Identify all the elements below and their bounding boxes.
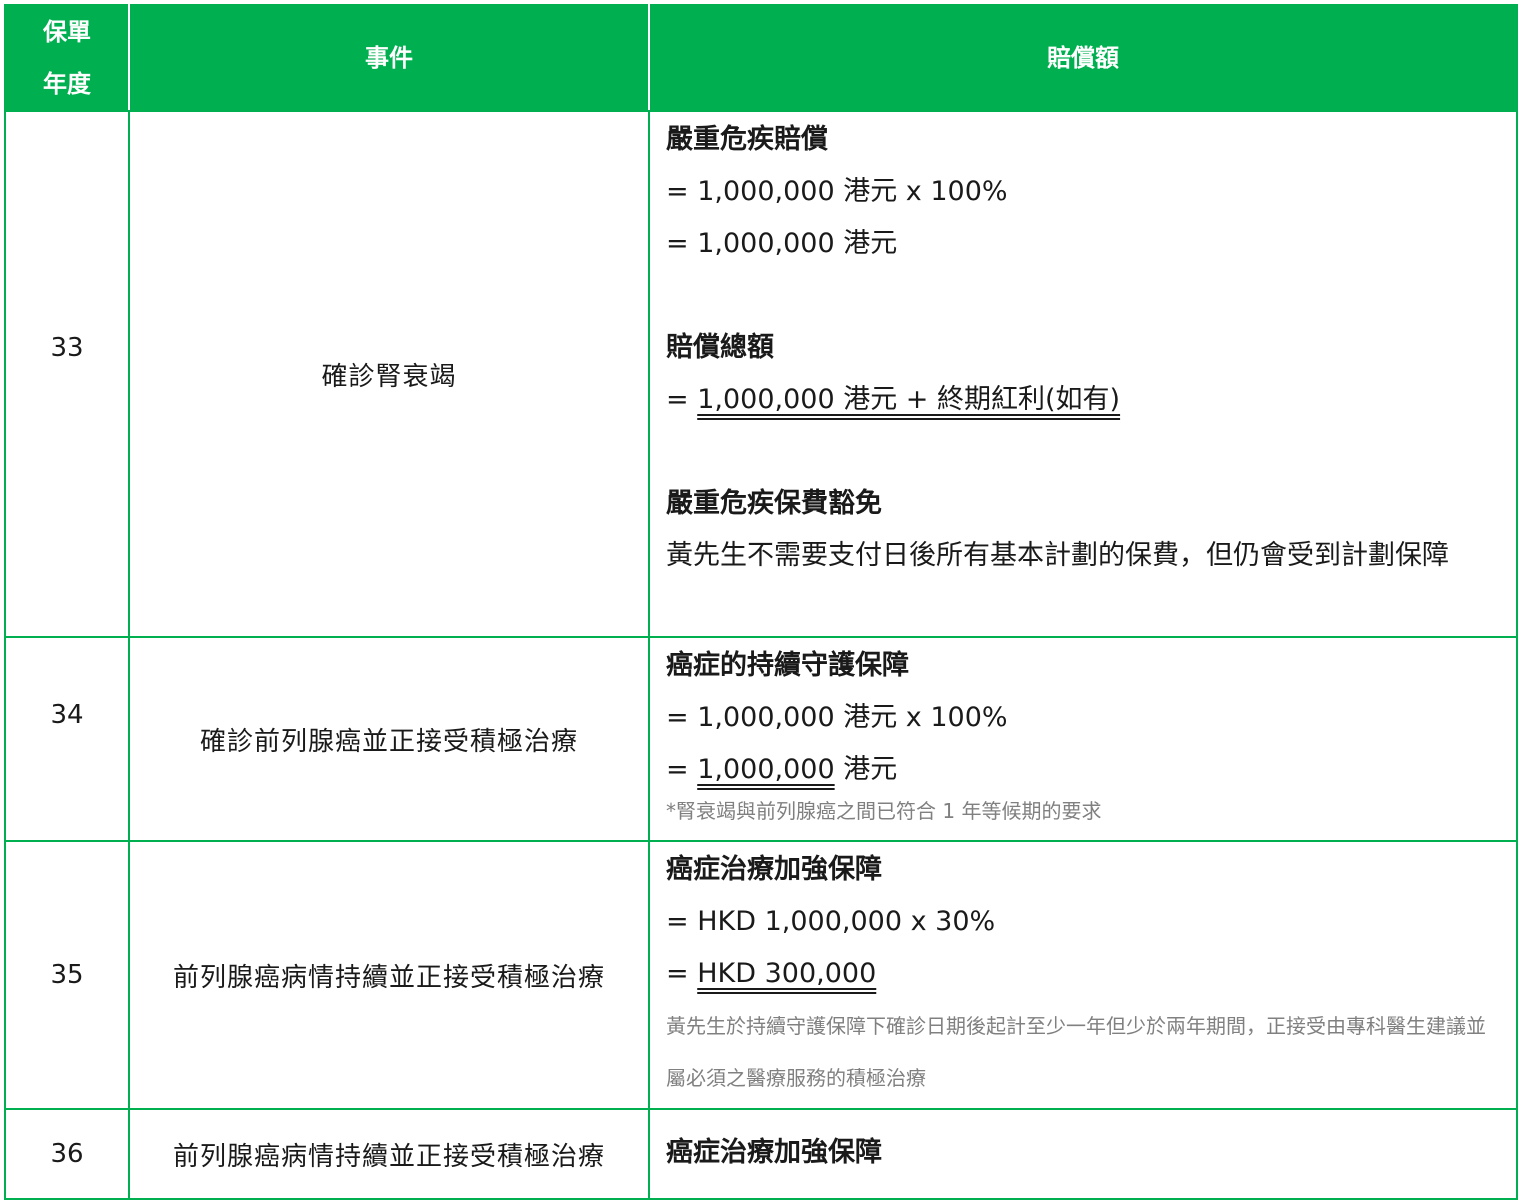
result-value: 1,000,000 (697, 754, 835, 785)
amount-cell: 嚴重危疾賠償 = 1,000,000 港元 x 100% = 1,000,000… (648, 110, 1518, 638)
result-prefix: = (666, 754, 698, 785)
total-line: = 1,000,000 港元 + 終期紅利(如有) (666, 374, 1502, 426)
event-text: 確診腎衰竭 (321, 361, 457, 392)
event-cell: 確診腎衰竭 (128, 110, 650, 638)
table-row: 34 確診前列腺癌並正接受積極治療 癌症的持續守護保障 = 1,000,000 … (4, 636, 1518, 842)
policy-year-value: 33 (50, 333, 84, 363)
policy-year-value: 36 (50, 1139, 84, 1169)
event-text: 確診前列腺癌並正接受積極治療 (199, 726, 578, 757)
section-title: 癌症治療加強保障 (666, 1137, 882, 1168)
policy-year-cell: 35 (4, 840, 130, 1110)
spacer (666, 270, 1502, 322)
policy-year-value: 35 (50, 960, 84, 990)
event-cell: 前列腺癌病情持續並正接受積極治療 (128, 840, 650, 1110)
header-row: 保單 年度 事件 賠償額 (4, 4, 1518, 112)
section-title: 嚴重危疾賠償 (666, 124, 828, 155)
total-prefix: = (666, 384, 698, 415)
calc-line: = 1,000,000 港元 (666, 228, 898, 259)
policy-year-cell: 34 (4, 636, 130, 842)
table-row: 36 前列腺癌病情持續並正接受積極治療 癌症治療加強保障 (4, 1108, 1518, 1200)
section-title: 賠償總額 (666, 332, 774, 363)
table-row: 35 前列腺癌病情持續並正接受積極治療 癌症治療加強保障 = HKD 1,000… (4, 840, 1518, 1110)
result-suffix: 港元 (834, 754, 898, 785)
amount-cell: 癌症治療加強保障 = HKD 1,000,000 x 30% = HKD 300… (648, 840, 1518, 1110)
total-value: 1,000,000 港元 + 終期紅利(如有) (697, 384, 1121, 415)
header-amount: 賠償額 (648, 4, 1518, 112)
header-policy-year-line1: 保單 (43, 18, 91, 46)
event-cell: 前列腺癌病情持續並正接受積極治療 (128, 1108, 650, 1200)
header-event: 事件 (128, 4, 650, 112)
event-text: 前列腺癌病情持續並正接受積極治療 (172, 1141, 605, 1172)
result-line: = 1,000,000 港元 (666, 744, 1502, 796)
spacer (666, 426, 1502, 478)
result-prefix: = (666, 958, 698, 989)
section-title: 癌症治療加強保障 (666, 854, 882, 885)
calc-line: = 1,000,000 港元 x 100% (666, 176, 1008, 207)
result-value: HKD 300,000 (697, 958, 877, 989)
section-title: 嚴重危疾保費豁免 (666, 488, 882, 519)
amount-cell: 癌症治療加強保障 (648, 1108, 1518, 1200)
claims-table: 保單 年度 事件 賠償額 33 確診腎衰竭 嚴重危疾賠償 = 1,000,000… (4, 4, 1518, 1200)
calc-line: = 1,000,000 港元 x 100% (666, 702, 1008, 733)
policy-year-value: 34 (50, 700, 84, 730)
section-title: 癌症的持續守護保障 (666, 650, 909, 681)
event-text: 前列腺癌病情持續並正接受積極治療 (172, 962, 605, 993)
table-row: 33 確診腎衰竭 嚴重危疾賠償 = 1,000,000 港元 x 100% = … (4, 110, 1518, 638)
result-line: = HKD 300,000 (666, 948, 1502, 1000)
event-cell: 確診前列腺癌並正接受積極治療 (128, 636, 650, 842)
header-policy-year-line2: 年度 (43, 70, 91, 98)
calc-line: = HKD 1,000,000 x 30% (666, 906, 996, 937)
amount-cell: 癌症的持續守護保障 = 1,000,000 港元 x 100% = 1,000,… (648, 636, 1518, 842)
waiver-text: 黃先生不需要支付日後所有基本計劃的保費，但仍會受到計劃保障 (666, 540, 1449, 571)
policy-year-cell: 33 (4, 110, 130, 638)
policy-year-cell: 36 (4, 1108, 130, 1200)
note-text: 黃先生於持續守護保障下確診日期後起計至少一年但少於兩年期間，正接受由專科醫生建議… (666, 1014, 1486, 1090)
header-policy-year: 保單 年度 (4, 4, 130, 112)
note-text: *腎衰竭與前列腺癌之間已符合 1 年等候期的要求 (666, 799, 1102, 823)
